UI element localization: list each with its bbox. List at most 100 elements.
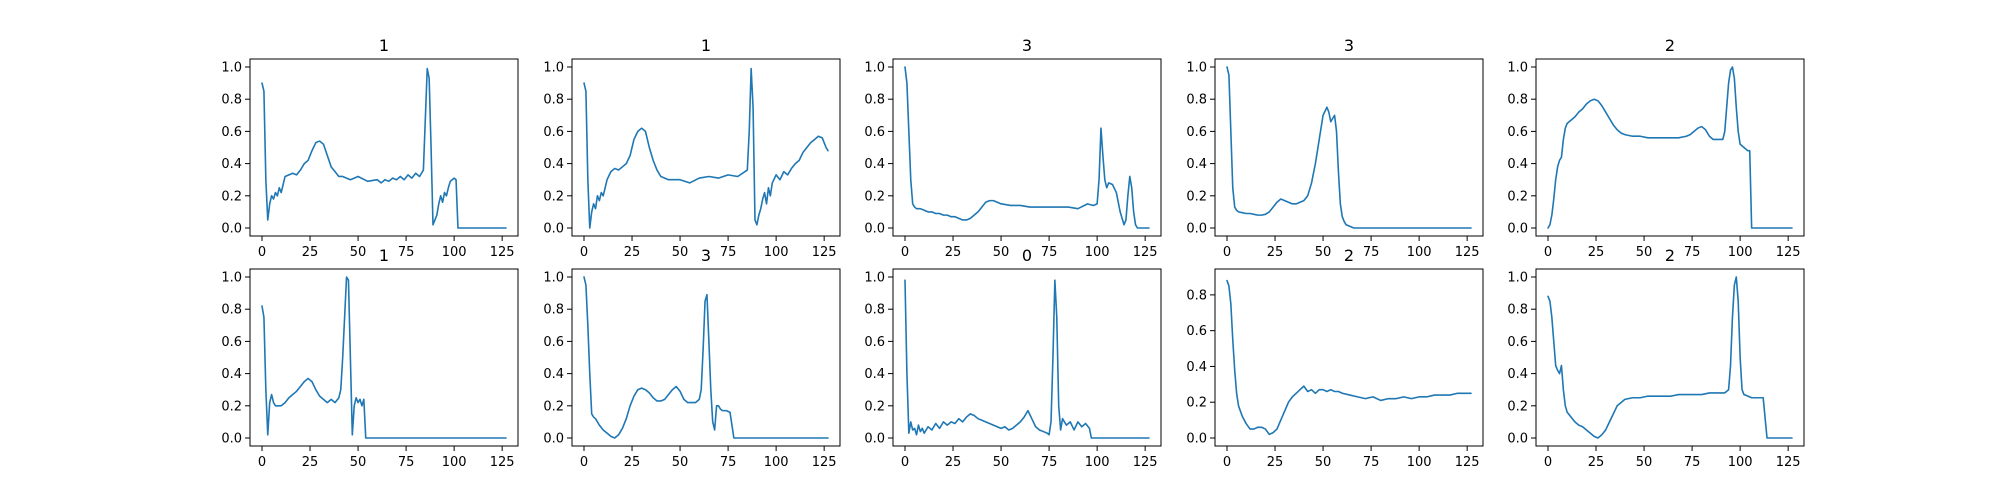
x-tick-label: 25 <box>1588 245 1605 260</box>
axes-frame <box>1535 58 1805 237</box>
x-tick-label: 100 <box>1085 455 1110 470</box>
y-tick-label: 0.6 <box>221 335 242 350</box>
chart-panel-7: 3 0 25 50 75 100 125 0.0 0.2 0.4 0.6 0.8 1.0 <box>543 246 841 470</box>
y-tick-label: 0.2 <box>864 399 885 414</box>
y-tick-label: 0.2 <box>1186 189 1207 204</box>
axes-frame <box>1535 268 1805 447</box>
y-tick-label: 0.6 <box>864 125 885 140</box>
x-tick-label: 0 <box>1544 455 1552 470</box>
y-tick-label: 0.4 <box>1507 367 1528 382</box>
x-tick-label: 0 <box>258 245 266 260</box>
series-line <box>904 66 1150 229</box>
axes-frame <box>571 268 841 447</box>
y-tick-label: 0.8 <box>1186 288 1207 303</box>
y-tick-label: 0.6 <box>1507 125 1528 140</box>
y-tick-label: 0.8 <box>543 303 564 318</box>
y-tick-label: 1.0 <box>1507 271 1528 286</box>
y-tick-label: 0.2 <box>1507 399 1528 414</box>
y-tick-label: 0.4 <box>543 367 564 382</box>
chart-title: 3 <box>701 246 711 265</box>
y-tick-label: 0.0 <box>864 222 885 237</box>
x-tick-label: 0 <box>580 455 588 470</box>
axes-frame <box>249 268 519 447</box>
y-tick-label: 0.0 <box>1507 222 1528 237</box>
x-tick-label: 75 <box>720 455 737 470</box>
y-tick-label: 1.0 <box>543 61 564 76</box>
x-tick-label: 100 <box>1407 245 1432 260</box>
x-tick-label: 125 <box>1776 245 1801 260</box>
y-tick-label: 0.4 <box>864 157 885 172</box>
y-tick-label: 0.6 <box>1507 335 1528 350</box>
y-tick-label: 0.2 <box>543 399 564 414</box>
chart-panel-10: 2 0 25 50 75 100 125 0.0 0.2 0.4 0.6 0.8 1.0 <box>1507 246 1805 470</box>
chart-title: 2 <box>1665 36 1675 55</box>
chart-title: 1 <box>379 36 389 55</box>
y-tick-label: 0.0 <box>864 432 885 447</box>
axes-frame <box>571 58 841 237</box>
x-tick-label: 100 <box>1407 455 1432 470</box>
series-line <box>1547 66 1793 229</box>
y-tick-label: 0.2 <box>1507 189 1528 204</box>
x-tick-label: 50 <box>672 455 689 470</box>
y-tick-label: 0.4 <box>1186 360 1207 375</box>
chart-title: 1 <box>701 36 711 55</box>
x-tick-label: 125 <box>1133 455 1158 470</box>
x-tick-label: 125 <box>812 245 837 260</box>
chart-title: 1 <box>379 246 389 265</box>
x-tick-label: 100 <box>442 455 467 470</box>
chart-panel-9: 2 0 25 50 75 100 125 0.0 0.2 0.4 0.6 0.8 <box>1186 246 1484 470</box>
x-tick-label: 25 <box>1267 455 1284 470</box>
chart-panel-6: 1 0 25 50 75 100 125 0.0 0.2 0.4 0.6 0.8 1.0 <box>221 246 519 470</box>
chart-panel-4: 3 0 25 50 75 100 125 0.0 0.2 0.4 0.6 0.8 1.0 <box>1186 36 1484 260</box>
x-tick-label: 125 <box>812 455 837 470</box>
y-tick-label: 0.6 <box>1186 125 1207 140</box>
y-tick-label: 0.0 <box>221 222 242 237</box>
series-line <box>904 279 1150 439</box>
axes-frame <box>892 268 1162 447</box>
y-tick-label: 0.0 <box>1186 222 1207 237</box>
chart-panel-2: 1 0 25 50 75 100 125 0.0 0.2 0.4 0.6 0.8 1.0 <box>543 36 841 260</box>
y-tick-label: 0.2 <box>864 189 885 204</box>
x-tick-label: 100 <box>1085 245 1110 260</box>
axes-frame <box>1214 58 1484 237</box>
x-tick-label: 100 <box>442 245 467 260</box>
x-tick-label: 125 <box>1455 455 1480 470</box>
x-tick-label: 0 <box>1223 455 1231 470</box>
x-tick-label: 75 <box>398 455 415 470</box>
series-line <box>1226 279 1472 436</box>
y-tick-label: 0.8 <box>1507 303 1528 318</box>
chart-panel-8: 0 0 25 50 75 100 125 0.0 0.2 0.4 0.6 0.8 1.0 <box>864 246 1162 470</box>
y-tick-label: 0.0 <box>1507 432 1528 447</box>
x-tick-label: 75 <box>1363 245 1380 260</box>
x-tick-label: 75 <box>1041 245 1058 260</box>
x-tick-label: 50 <box>993 455 1010 470</box>
chart-title: 0 <box>1022 246 1032 265</box>
y-tick-label: 0.8 <box>1186 93 1207 108</box>
x-tick-label: 50 <box>350 455 367 470</box>
y-tick-label: 0.4 <box>221 157 242 172</box>
x-tick-label: 125 <box>1133 245 1158 260</box>
y-tick-label: 0.2 <box>543 189 564 204</box>
chart-title: 3 <box>1344 36 1354 55</box>
y-tick-label: 0.2 <box>1186 396 1207 411</box>
x-tick-label: 0 <box>1223 245 1231 260</box>
y-tick-label: 1.0 <box>221 271 242 286</box>
y-tick-label: 0.2 <box>221 399 242 414</box>
x-tick-label: 0 <box>258 455 266 470</box>
y-tick-label: 0.0 <box>543 432 564 447</box>
y-tick-label: 0.6 <box>221 125 242 140</box>
x-tick-label: 125 <box>1455 245 1480 260</box>
x-tick-label: 75 <box>398 245 415 260</box>
x-tick-label: 100 <box>764 455 789 470</box>
x-tick-label: 125 <box>490 245 515 260</box>
x-tick-label: 100 <box>764 245 789 260</box>
x-tick-label: 125 <box>1776 455 1801 470</box>
chart-title: 2 <box>1665 246 1675 265</box>
x-tick-label: 100 <box>1728 455 1753 470</box>
x-tick-label: 25 <box>1588 455 1605 470</box>
x-tick-label: 50 <box>1315 455 1332 470</box>
y-tick-label: 1.0 <box>864 61 885 76</box>
x-tick-label: 50 <box>672 245 689 260</box>
x-tick-label: 0 <box>901 245 909 260</box>
